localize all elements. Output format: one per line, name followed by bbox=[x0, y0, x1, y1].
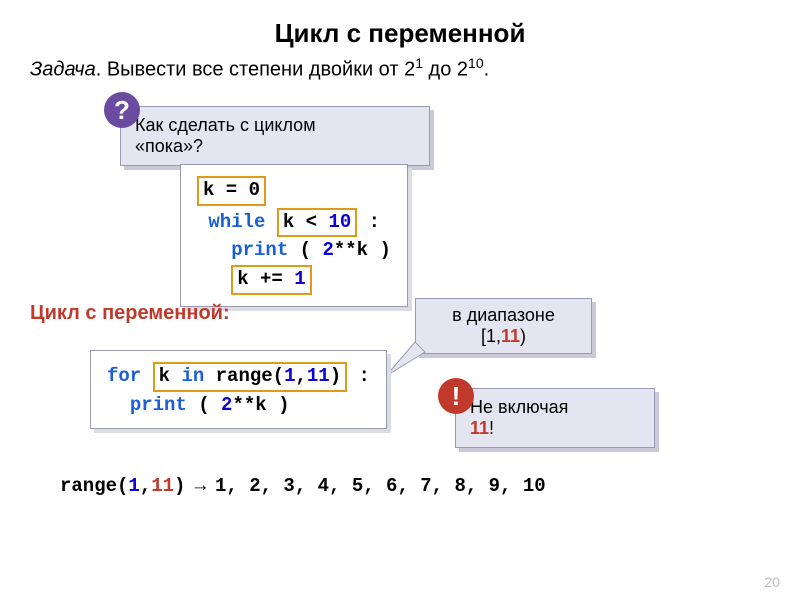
ro-a: 1 bbox=[128, 475, 139, 497]
ro-arrow: → bbox=[185, 475, 215, 496]
section-variable-loop: Цикл с переменной: bbox=[30, 302, 230, 325]
while-l4: k += 1 bbox=[197, 264, 391, 296]
ro-fn: range( bbox=[60, 475, 128, 497]
task-mid: до 2 bbox=[423, 59, 468, 81]
f-kw-for: for bbox=[107, 365, 141, 387]
sup1: 1 bbox=[415, 55, 423, 71]
for-l2: print ( 2**k ) bbox=[107, 393, 370, 419]
range-l2c: ) bbox=[520, 326, 526, 346]
callout-range: в диапазоне [1,11) bbox=[415, 298, 592, 354]
page-number: 20 bbox=[764, 574, 780, 590]
callout-warning: Не включая 11! bbox=[455, 388, 655, 448]
ro-b: 11 bbox=[151, 475, 174, 497]
f-kw-in: in bbox=[181, 365, 204, 387]
w-kw-print: print bbox=[231, 239, 288, 261]
sup2: 10 bbox=[468, 55, 484, 71]
ro-comma: , bbox=[140, 475, 151, 497]
f-sp1 bbox=[141, 365, 152, 387]
w-l2-num: 10 bbox=[328, 211, 351, 233]
callout-q-line1: Как сделать с циклом bbox=[135, 115, 316, 135]
warn-l1: Не включая bbox=[470, 397, 568, 417]
task-text1: . Вывести все степени двойки от 2 bbox=[96, 59, 415, 81]
range-output: range(1,11) → 1, 2, 3, 4, 5, 6, 7, 8, 9,… bbox=[60, 475, 546, 497]
task-line: Задача. Вывести все степени двойки от 21… bbox=[0, 49, 800, 82]
f-comma: , bbox=[295, 365, 306, 387]
f-n1: 1 bbox=[284, 365, 295, 387]
task-after: . bbox=[484, 59, 490, 81]
callout-q-line2: «пока»? bbox=[135, 136, 203, 156]
range-l2b: 11 bbox=[501, 326, 520, 346]
ro-seq: 1, 2, 3, 4, 5, 6, 7, 8, 9, 10 bbox=[215, 475, 546, 497]
w-kw-while: while bbox=[208, 211, 265, 233]
for-l1: for k in range(1,11) : bbox=[107, 361, 370, 393]
while-l2: while k < 10 : bbox=[197, 207, 391, 239]
while-l3: print ( 2**k ) bbox=[197, 238, 391, 264]
w-l4-num: 1 bbox=[294, 268, 305, 290]
while-l1: k = 0 bbox=[197, 175, 391, 207]
range-l1: в диапазоне bbox=[452, 305, 555, 325]
w-l2-after: : bbox=[357, 211, 380, 233]
f-l2-num: 2 bbox=[221, 394, 232, 416]
f-n11: 11 bbox=[307, 365, 330, 387]
task-label: Задача bbox=[30, 59, 96, 81]
w-l3-exp: **k bbox=[334, 239, 368, 261]
w-l2-hl: k < bbox=[283, 211, 329, 233]
w-l4-a: k += bbox=[237, 268, 294, 290]
w-l3-num: 2 bbox=[322, 239, 333, 261]
page-title: Цикл с переменной bbox=[0, 0, 800, 49]
ro-close: ) bbox=[174, 475, 185, 497]
f-kw-print: print bbox=[130, 394, 187, 416]
warn-l2b: ! bbox=[489, 418, 494, 438]
f-hl-k: k bbox=[159, 365, 182, 387]
f-sp2: range( bbox=[204, 365, 284, 387]
f-l2-open: ( bbox=[187, 394, 221, 416]
question-icon: ? bbox=[104, 92, 140, 128]
code-while: k = 0 while k < 10 : print ( 2**k ) k +=… bbox=[180, 164, 408, 307]
w-l3-open: ( bbox=[288, 239, 322, 261]
range-l2a: [1, bbox=[481, 326, 501, 346]
f-l2-exp: **k bbox=[232, 394, 266, 416]
warn-l2a: 11 bbox=[470, 418, 489, 438]
f-sp3: : bbox=[347, 365, 370, 387]
warning-icon: ! bbox=[438, 378, 474, 414]
w-l3-close: ) bbox=[368, 239, 391, 261]
code-for: for k in range(1,11) : print ( 2**k ) bbox=[90, 350, 387, 429]
f-l2-close: ) bbox=[267, 394, 290, 416]
w-l1-hl: k = 0 bbox=[203, 179, 260, 201]
callout-question: Как сделать с циклом «пока»? bbox=[120, 106, 430, 166]
f-close: ) bbox=[330, 365, 341, 387]
